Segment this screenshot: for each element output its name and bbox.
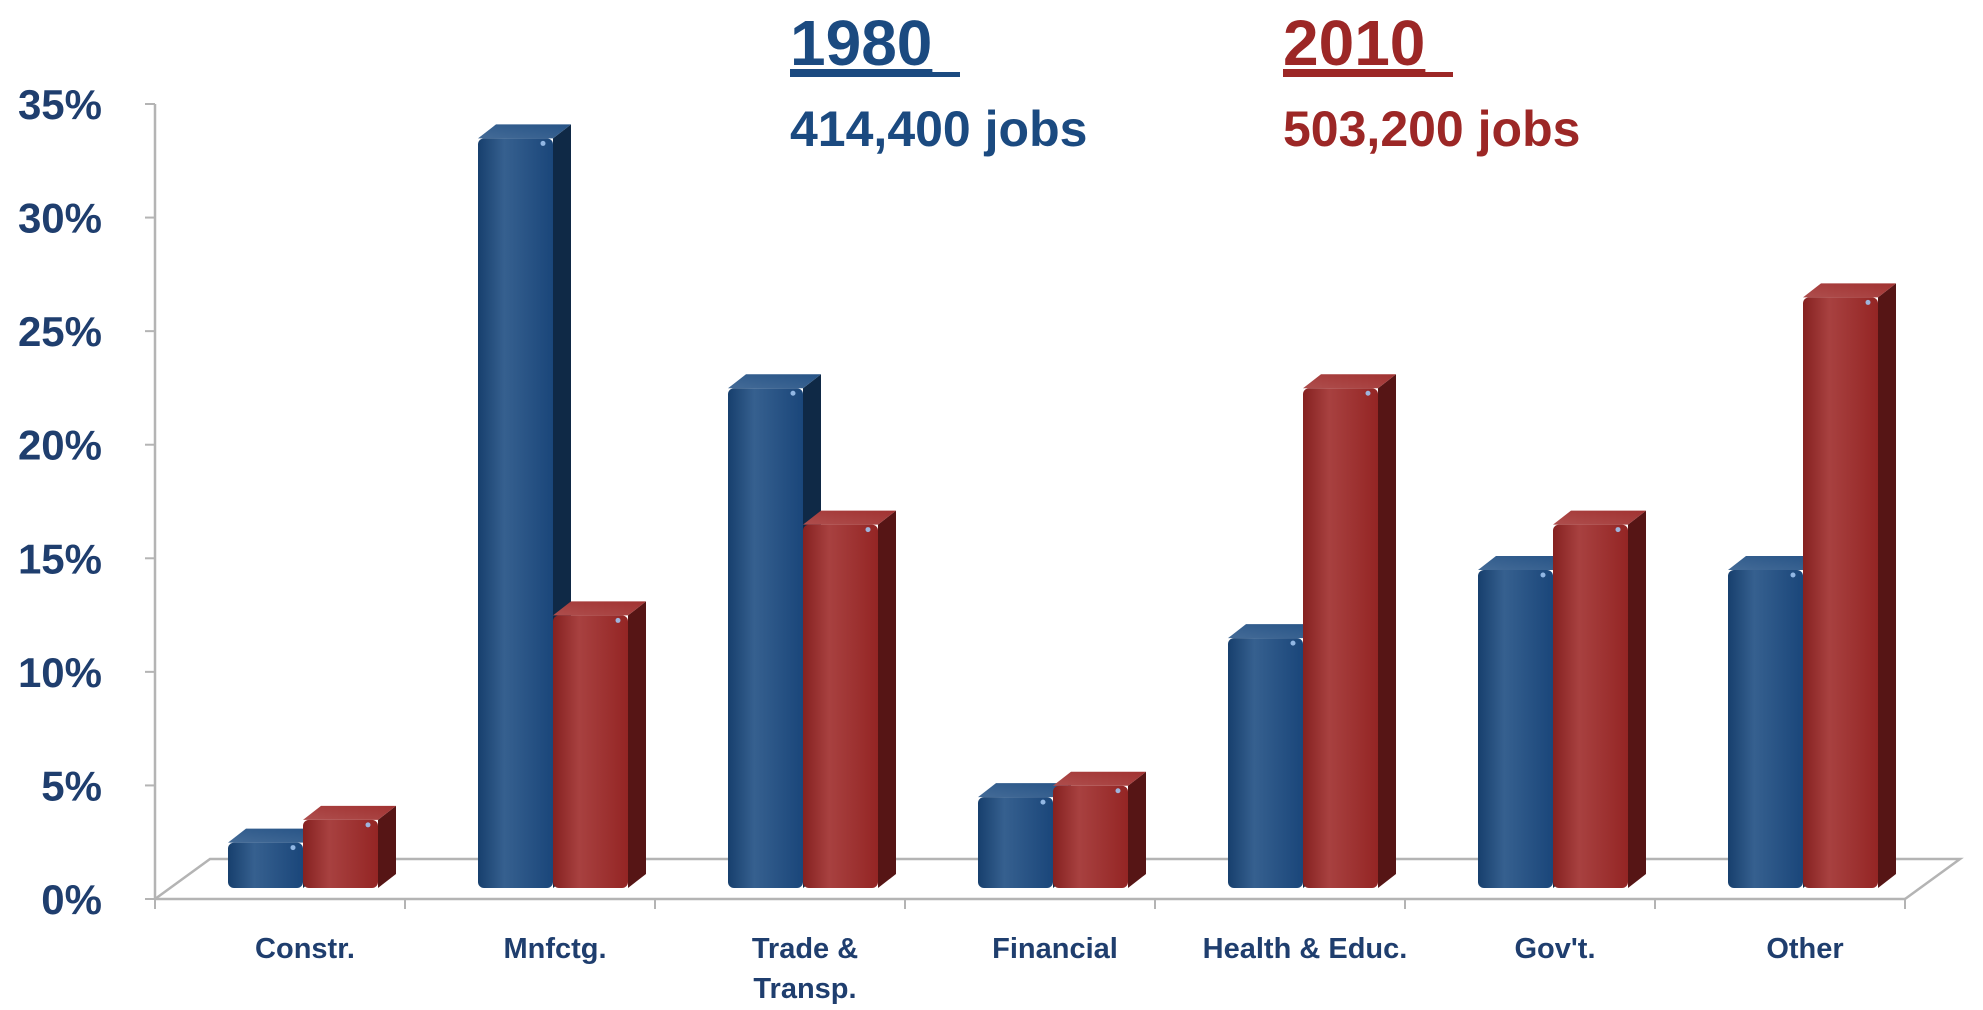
bar-side — [628, 601, 646, 888]
bar-front — [1478, 570, 1553, 888]
bar-highlight — [290, 845, 296, 851]
bar-highlight — [365, 822, 371, 828]
y-tick-label: 25% — [18, 308, 102, 355]
bar-front — [303, 819, 378, 888]
x-category-label: Financial — [992, 933, 1118, 965]
x-category-label: Health & Educ. — [1203, 933, 1408, 965]
bar-top — [1228, 624, 1321, 639]
y-tick-label: 10% — [18, 649, 102, 696]
bar-top — [1053, 771, 1146, 786]
bar-front — [1803, 297, 1878, 888]
bar-highlight — [1540, 572, 1546, 578]
legend-series-2010: 2010 — [1283, 7, 1425, 79]
bar-2010-1 — [553, 601, 646, 888]
bar-side — [1878, 283, 1896, 888]
bar-highlight — [790, 390, 796, 396]
bar-front — [1228, 638, 1303, 888]
bar-2010-2 — [803, 510, 896, 888]
bar-2010-0 — [303, 805, 396, 888]
bar-front — [228, 842, 303, 888]
legend-series-1980: 1980 — [790, 7, 932, 79]
y-tick-label: 15% — [18, 535, 102, 582]
bar-highlight — [615, 617, 621, 623]
bar-highlight — [540, 140, 546, 146]
bar-front — [1553, 524, 1628, 888]
x-category-label: Constr. — [255, 933, 355, 965]
legend-subtitle-1980: 414,400 jobs — [790, 101, 1087, 157]
bar-top — [228, 828, 321, 843]
bar-front — [553, 615, 628, 888]
bar-highlight — [1290, 640, 1296, 646]
bars — [228, 124, 1896, 888]
bar-front — [978, 797, 1053, 888]
legend-subtitle-2010: 503,200 jobs — [1283, 101, 1580, 157]
x-category-label: Trade & — [752, 933, 858, 965]
y-tick-label: 35% — [18, 81, 102, 128]
y-axis: 0% 5% 10% 15% 20% 25% 30% 35% — [18, 81, 155, 923]
y-tick-label: 0% — [41, 876, 102, 923]
bar-side — [1128, 771, 1146, 888]
x-category-label: Transp. — [753, 973, 856, 1005]
x-category-label: Mnfctg. — [503, 933, 606, 965]
bar-top — [1553, 510, 1646, 525]
y-tick-label: 30% — [18, 195, 102, 242]
bar-2010-3 — [1053, 771, 1146, 888]
bar-front — [478, 138, 553, 888]
bar-top — [728, 374, 821, 389]
bar-top — [1728, 556, 1821, 570]
bar-top — [1478, 556, 1571, 570]
x-category-label: Other — [1766, 933, 1843, 965]
bar-side — [878, 510, 896, 888]
x-axis-labels: Constr. Mnfctg. Trade & Transp. Financial Hea… — [255, 933, 1844, 1005]
bar-highlight — [1865, 299, 1871, 305]
bar-top — [553, 601, 646, 616]
bar-top — [803, 510, 896, 525]
bar-highlight — [1040, 799, 1046, 805]
y-tick-label: 5% — [41, 762, 102, 809]
bar-highlight — [1365, 390, 1371, 396]
bar-side — [1628, 510, 1646, 888]
bar-highlight — [1790, 572, 1796, 578]
x-category-label: Gov't. — [1514, 933, 1595, 965]
bar-2010-4 — [1303, 374, 1396, 888]
bar-2010-5 — [1553, 510, 1646, 888]
y-tick-label: 20% — [18, 422, 102, 469]
bar-highlight — [1115, 788, 1121, 794]
bar-front — [1053, 785, 1128, 888]
bar-side — [1378, 374, 1396, 888]
bar-front — [1303, 388, 1378, 888]
bar-side — [378, 805, 396, 888]
bar-front — [803, 524, 878, 888]
legend-underline — [790, 72, 960, 77]
bar-front — [1728, 570, 1803, 888]
bar-highlight — [865, 527, 871, 533]
bar-highlight — [1615, 527, 1621, 533]
bar-top — [1803, 283, 1896, 298]
bar-front — [728, 388, 803, 888]
legend-underline — [1283, 72, 1453, 77]
bar-top — [978, 783, 1071, 798]
bar-top — [303, 805, 396, 820]
bar-top — [478, 124, 571, 139]
bar-top — [1303, 374, 1396, 389]
bar-2010-6 — [1803, 283, 1896, 888]
legend: 1980 414,400 jobs 2010 503,200 jobs — [790, 7, 1580, 157]
